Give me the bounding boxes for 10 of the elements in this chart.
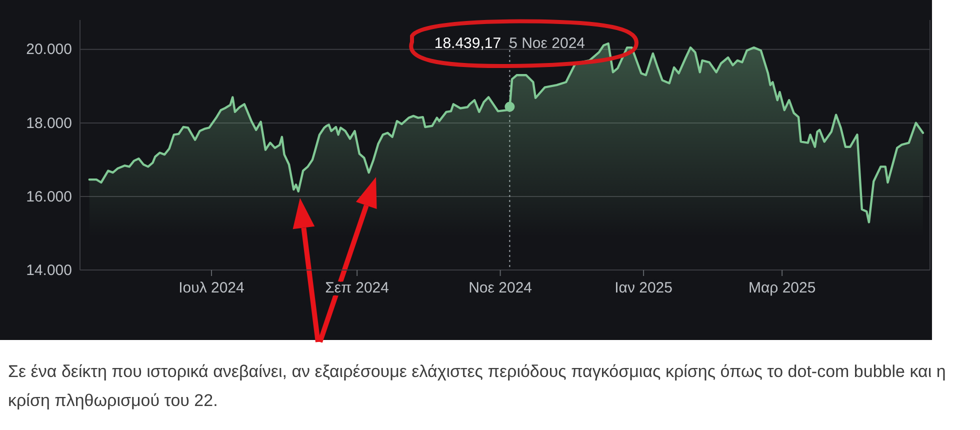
text: Σε ένα δείκτη που ιστορικά ανεβαίνει, αν εξαιρέσουμε ελάχιστες περιόδους παγκόσμιας κρίσης όπως το dot-com bubble και η κρίση πληθωρισμού του 22. (8, 361, 947, 412)
y-tick-label: 16.000 (26, 188, 72, 206)
y-tick-label: 14.000 (26, 262, 72, 279)
x-tick-label: Ιαν 2025 (614, 280, 672, 297)
x-tick-label: Νοε 2024 (468, 280, 532, 297)
annotation: 18.439,17 5 Νοε 2024 (434, 35, 586, 52)
x-tick-label: Ιουλ 2024 (178, 280, 244, 297)
x-tick-label: Μαρ 2025 (748, 280, 816, 297)
y-tick-label: 20.000 (26, 41, 72, 58)
y-tick-label: 18.000 (26, 114, 72, 132)
